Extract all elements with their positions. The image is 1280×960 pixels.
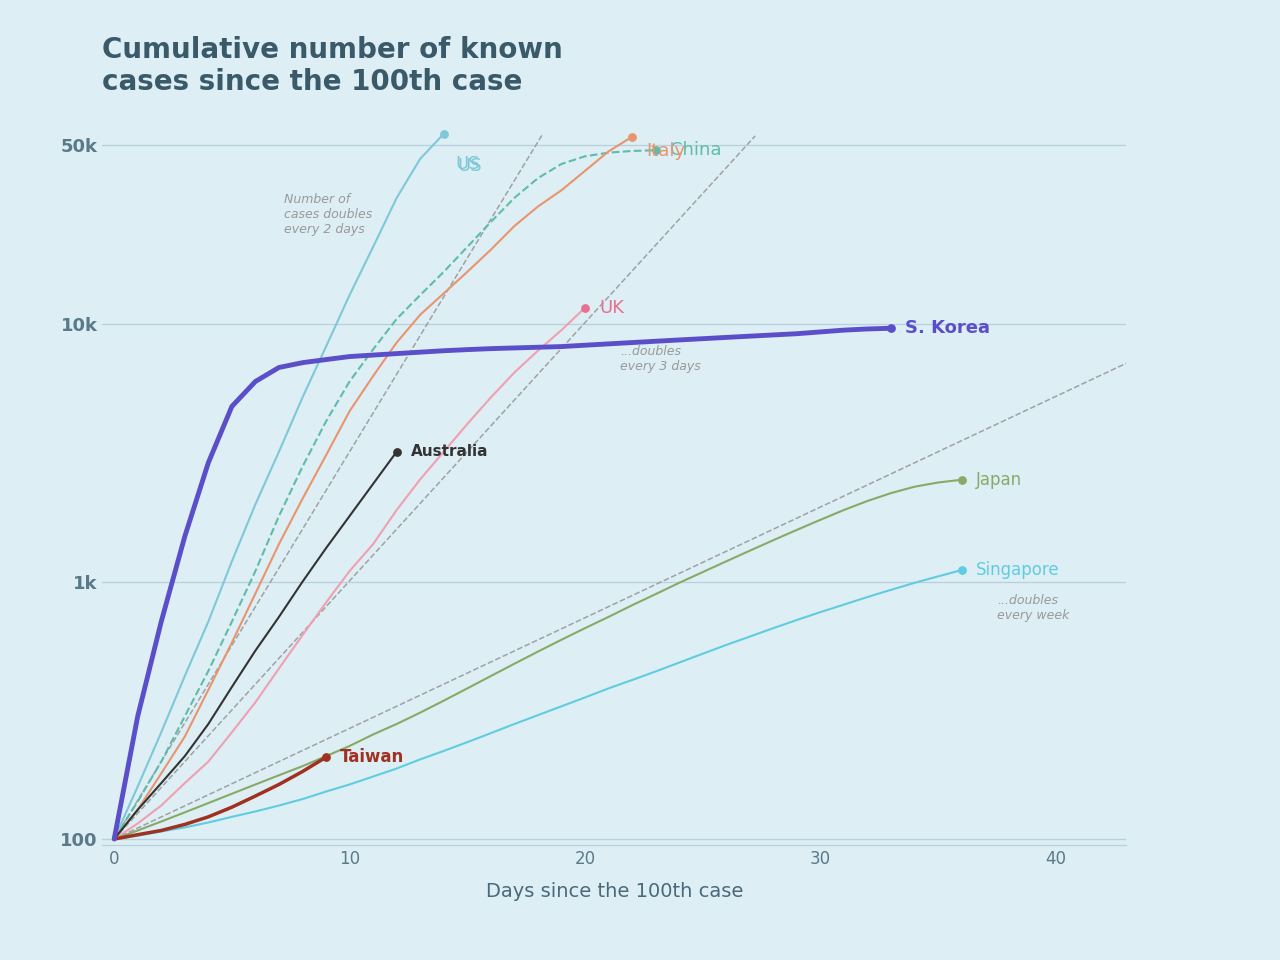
Text: US: US <box>456 155 480 173</box>
Point <box>575 300 595 316</box>
Text: UK: UK <box>599 299 625 317</box>
Point <box>434 126 454 141</box>
Point <box>622 129 643 144</box>
Text: ...doubles
every week: ...doubles every week <box>997 593 1069 621</box>
Point <box>316 750 337 765</box>
Text: US: US <box>458 157 483 175</box>
X-axis label: Days since the 100th case: Days since the 100th case <box>485 881 744 900</box>
Text: ...doubles
every 3 days: ...doubles every 3 days <box>621 345 701 372</box>
Text: S. Korea: S. Korea <box>905 320 991 337</box>
Text: China: China <box>669 141 721 159</box>
Point <box>645 143 666 158</box>
Text: Cumulative number of known
cases since the 100th case: Cumulative number of known cases since t… <box>102 36 563 96</box>
Text: Japan: Japan <box>975 470 1021 489</box>
Point <box>951 563 972 578</box>
Point <box>881 321 901 336</box>
Text: Australia: Australia <box>411 444 488 459</box>
Text: Italy: Italy <box>646 142 685 160</box>
Text: Taiwan: Taiwan <box>340 748 404 766</box>
Point <box>951 472 972 488</box>
Point <box>387 444 407 460</box>
Text: Singapore: Singapore <box>975 561 1060 579</box>
Text: Number of
cases doubles
every 2 days: Number of cases doubles every 2 days <box>284 193 372 236</box>
